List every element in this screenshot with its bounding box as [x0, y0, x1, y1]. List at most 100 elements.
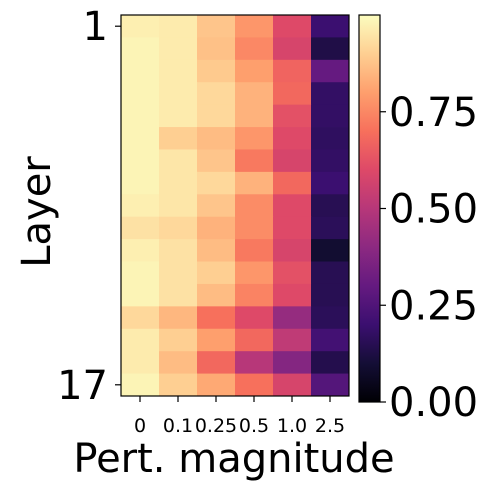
heatmap-cell — [235, 261, 274, 285]
heatmap-cell — [273, 328, 312, 352]
heatmap-cell — [197, 216, 236, 240]
heatmap-cell — [121, 216, 160, 240]
heatmap-cell — [159, 306, 198, 330]
colorbar-tick-label: 0.50 — [389, 187, 478, 233]
heatmap-cell — [235, 283, 274, 307]
heatmap-cell — [235, 239, 274, 262]
heatmap-cell — [273, 216, 312, 240]
heatmap-cell — [121, 15, 160, 38]
heatmap-cell — [235, 171, 274, 195]
heatmap-cell — [121, 328, 160, 352]
heatmap-cell — [159, 15, 198, 38]
heatmap-cell — [197, 82, 236, 106]
heatmap-cell — [235, 216, 274, 240]
heatmap-cell — [273, 239, 312, 262]
heatmap-cell — [235, 59, 274, 83]
heatmap-cell — [273, 104, 312, 128]
heatmap-cell — [121, 351, 160, 374]
heatmap-cell — [311, 373, 350, 397]
heatmap-cell — [273, 194, 312, 218]
x-tick-label: 0.25 — [195, 415, 237, 437]
x-tick-label: 0.5 — [239, 415, 269, 437]
heatmap-cell — [197, 283, 236, 307]
heatmap-cell — [121, 104, 160, 128]
heatmap-cell — [311, 328, 350, 352]
heatmap-cell — [235, 127, 274, 150]
heatmap-cell — [159, 127, 198, 150]
heatmap-cell — [197, 127, 236, 150]
heatmap-cell — [159, 261, 198, 285]
heatmap-cell — [235, 194, 274, 218]
heatmap-cell — [235, 328, 274, 352]
heatmap-cell — [273, 82, 312, 106]
heatmap-cell — [311, 171, 350, 195]
heatmap-cell — [235, 149, 274, 173]
heatmap-cell — [273, 171, 312, 195]
heatmap-cell — [235, 351, 274, 374]
heatmap-cell — [235, 306, 274, 330]
heatmap-cell — [159, 373, 198, 397]
heatmap-cell — [311, 194, 350, 218]
heatmap-cell — [273, 37, 312, 61]
heatmap-cell — [121, 373, 160, 397]
heatmap-cell — [311, 216, 350, 240]
heatmap-cell — [311, 37, 350, 61]
x-axis-label: Pert. magnitude — [73, 436, 394, 482]
y-axis-label: Layer — [14, 156, 60, 268]
colorbar-tick-label: 0.25 — [389, 283, 478, 329]
y-tick-label: 1 — [83, 4, 108, 50]
x-tick-label: 0.1 — [163, 415, 193, 437]
heatmap-cell — [121, 283, 160, 307]
heatmap-cell — [197, 306, 236, 330]
heatmap-cell — [159, 283, 198, 307]
heatmap-cell — [273, 127, 312, 150]
x-axis-ticks: 0 0.1 0.25 0.5 1.0 2.5 — [134, 396, 345, 437]
colorbar-tick-label: 0.75 — [389, 90, 478, 136]
heatmap-cell — [273, 306, 312, 330]
heatmap-cell — [197, 194, 236, 218]
heatmap-cell — [159, 171, 198, 195]
heatmap-cell — [311, 239, 350, 262]
heatmap-cell — [121, 171, 160, 195]
heatmap-cell — [311, 104, 350, 128]
heatmap-cell — [197, 37, 236, 61]
x-tick-label: 2.5 — [315, 415, 345, 437]
heatmap-cell — [235, 15, 274, 38]
colorbar — [358, 14, 381, 403]
colorbar-tick-label: 0.00 — [389, 380, 478, 426]
colorbar-ticks: 0.00 0.25 0.50 0.75 — [380, 90, 478, 426]
heatmap-cell — [121, 194, 160, 218]
heatmap-cell — [273, 261, 312, 285]
heatmap-cells — [121, 15, 350, 397]
heatmap-cell — [197, 373, 236, 397]
heatmap-cell — [311, 59, 350, 83]
heatmap-cell — [121, 239, 160, 262]
heatmap-cell — [197, 104, 236, 128]
y-tick-label: 17 — [57, 363, 108, 409]
heatmap-cell — [273, 351, 312, 374]
heatmap-cell — [273, 283, 312, 307]
heatmap-cell — [197, 171, 236, 195]
heatmap-cell — [197, 261, 236, 285]
heatmap-cell — [121, 127, 160, 150]
heatmap-cell — [273, 373, 312, 397]
heatmap-cell — [311, 15, 350, 38]
x-tick-label: 1.0 — [277, 415, 307, 437]
heatmap-cell — [273, 15, 312, 38]
heatmap-cell — [159, 149, 198, 173]
heatmap-cell — [311, 127, 350, 150]
heatmap-cell — [273, 149, 312, 173]
x-tick-label: 0 — [134, 415, 146, 437]
heatmap-cell — [197, 239, 236, 262]
heatmap-cell — [273, 59, 312, 83]
heatmap-cell — [235, 82, 274, 106]
heatmap-cell — [159, 216, 198, 240]
heatmap-cell — [159, 104, 198, 128]
heatmap-cell — [311, 283, 350, 307]
heatmap-cell — [197, 59, 236, 83]
heatmap-cell — [121, 59, 160, 83]
heatmap-cell — [197, 149, 236, 173]
heatmap-cell — [311, 351, 350, 374]
heatmap-cell — [197, 328, 236, 352]
heatmap-cell — [311, 306, 350, 330]
